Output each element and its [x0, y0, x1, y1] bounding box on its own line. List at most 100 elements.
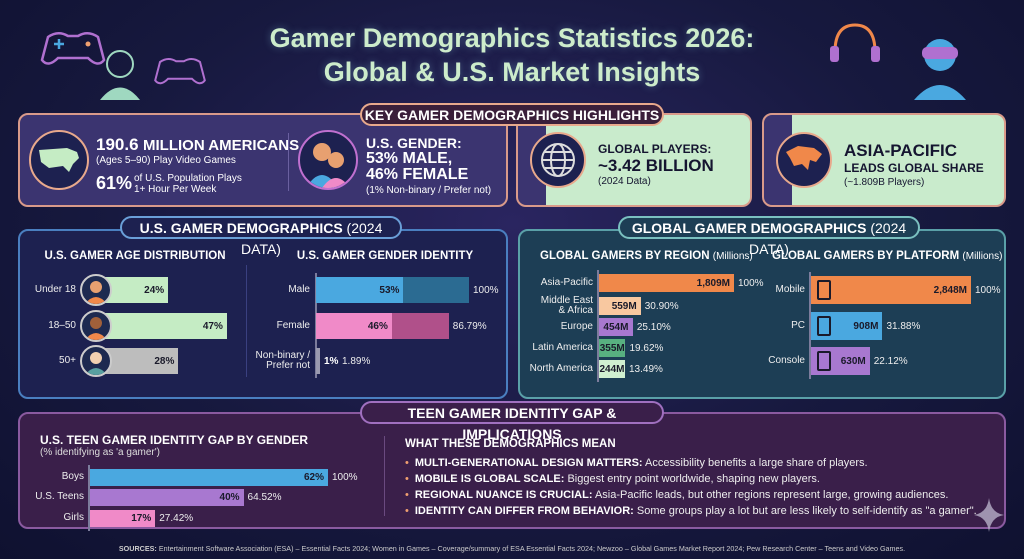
bullet-item: • IDENTITY CAN DIFFER FROM BEHAVIOR: Some…: [405, 505, 977, 517]
bar-category-label: Asia-Pacific: [540, 277, 593, 288]
global-section-title: GLOBAL GAMER DEMOGRAPHICS: [631, 220, 867, 236]
bullet-text: Accessibility benefits a large share of …: [645, 457, 868, 469]
bar-category-label: Mobile: [775, 284, 805, 295]
bar-value-label: 24%: [144, 284, 165, 296]
bar-value-label: 244M: [599, 363, 625, 375]
bar-relative-label: 31.88%: [886, 320, 921, 332]
teen-section-pill: TEEN GAMER IDENTITY GAP & IMPLICATIONS: [360, 401, 664, 442]
bar-category-label: Non-binary / Prefer not: [255, 350, 310, 371]
bar-relative-label: 1.89%: [342, 355, 371, 367]
bullet-item: • MOBILE IS GLOBAL SCALE: Biggest entry p…: [405, 473, 820, 485]
bar-value-label: 28%: [154, 355, 175, 367]
bar-value-label: 559M: [611, 300, 637, 312]
global-line-1: GLOBAL PLAYERS:: [598, 142, 712, 156]
platform-chart-title: GLOBAL GAMERS BY PLATFORM: [772, 250, 960, 262]
americans-number: 190.6: [96, 135, 139, 154]
vr-gamer-icon: [914, 39, 966, 100]
meaning-title: WHAT THESE DEMOGRAPHICS MEAN: [405, 438, 616, 450]
bar-value-label: 47%: [202, 320, 223, 332]
bar-category-label: Under 18: [34, 284, 76, 295]
desktop-pc-icon: [817, 316, 831, 336]
bar-category-label: Boys: [61, 471, 84, 482]
global-line-2: ~3.42 BILLION: [598, 156, 714, 175]
bar-category-label: Europe: [560, 321, 593, 332]
usa-map-icon: [29, 130, 89, 190]
chart-axis: [597, 270, 599, 382]
bar-category-label: Middle East & Africa: [540, 295, 593, 316]
bar-category-label: 50+: [59, 355, 76, 366]
global-section-pill: GLOBAL GAMER DEMOGRAPHICS (2024 DATA): [618, 216, 920, 257]
sources-label: SOURCES:: [118, 544, 157, 553]
americans-sub: (Ages 5–90) Play Video Games: [96, 155, 236, 166]
population-pct-text-2: 1+ Hour Per Week: [134, 184, 217, 195]
highlight-card-us: 190.6 MILLION AMERICANS (Ages 5–90) Play…: [18, 113, 508, 207]
divider: [246, 265, 247, 377]
global-section-year: (2024 DATA): [749, 220, 907, 257]
bullet-heading: MOBILE IS GLOBAL SCALE:: [414, 473, 565, 485]
bar-relative-label: 19.62%: [629, 342, 664, 354]
smartphone-icon: [817, 280, 831, 300]
us-section-pill: U.S. GAMER DEMOGRAPHICS (2024 DATA): [120, 216, 402, 257]
bar-relative-label: 100%: [738, 277, 764, 289]
gender-chart-title: U.S. GAMER GENDER IDENTITY: [296, 250, 474, 262]
bar-category-label: Console: [768, 355, 805, 366]
bar-category-label: Female: [276, 320, 310, 331]
bar-category-label: 18–50: [48, 320, 76, 331]
bullet-heading: MULTI-GENERATIONAL DESIGN MATTERS:: [414, 457, 643, 469]
gender-note: (1% Non-binary / Prefer not): [366, 185, 492, 196]
person-avatar-icon: [80, 274, 112, 306]
game-console-icon: [817, 351, 831, 371]
population-pct: 61%: [96, 173, 133, 193]
sources: SOURCES: Entertainment Software Associat…: [0, 544, 1024, 553]
bullet-text: Some groups play a lot but are less like…: [636, 505, 977, 517]
bar-relative-label: 64.52%: [247, 491, 282, 503]
global-note: (2024 Data): [598, 176, 651, 187]
bullet-text: Asia-Pacific leads, but other regions re…: [594, 489, 949, 501]
bar: 559M: [599, 297, 641, 315]
bar: 1,809M: [599, 274, 734, 292]
globe-icon: [530, 132, 586, 188]
region-chart-title: GLOBAL GAMERS BY REGION: [540, 250, 710, 262]
bar: 355M: [599, 339, 626, 357]
bar-relative-label: 30.90%: [644, 300, 679, 312]
bar-category-label: U.S. Teens: [35, 491, 84, 502]
highlights-pill: KEY GAMER DEMOGRAPHICS HIGHLIGHTS: [360, 103, 664, 126]
bar: 244M: [599, 360, 625, 378]
chart-axis: [88, 464, 90, 531]
gender-line-1: U.S. GENDER:: [366, 135, 462, 151]
bar-value-label: 46%: [367, 320, 388, 332]
bar-value-label: 2,848M: [933, 284, 967, 296]
person-avatar-icon: [80, 310, 112, 342]
bar-relative-label: 100%: [473, 284, 499, 296]
bar-relative-label: 100%: [332, 471, 358, 483]
bar-value-label: 62%: [303, 471, 324, 483]
asia-line-1: ASIA-PACIFIC: [844, 141, 958, 160]
bar: 908M: [811, 312, 883, 340]
chart-axis: [809, 272, 811, 379]
bar: 62%: [90, 468, 328, 486]
bar-value-label: 630M: [840, 355, 866, 367]
bar: 1%: [316, 348, 338, 374]
bar-value-label: 355M: [599, 342, 625, 354]
teen-chart-title: U.S. TEEN GAMER IDENTITY GAP BY GENDER: [40, 433, 309, 447]
bar: 53%: [316, 277, 404, 303]
gender-line-2: 53% MALE,: [366, 150, 453, 167]
bar-category-label: North America: [529, 363, 593, 374]
bar-value-label: 17%: [131, 512, 152, 524]
bar-value-label: 454M: [603, 321, 629, 333]
platform-chart-unit: (Millions): [962, 251, 1003, 262]
sources-text: Entertainment Software Association (ESA)…: [158, 544, 906, 553]
bar-relative-label: 86.79%: [452, 320, 487, 332]
bar-value-label: 1%: [324, 355, 339, 367]
us-section-year: (2024 DATA): [241, 220, 383, 257]
bar: 630M: [811, 347, 870, 375]
asia-line-2: LEADS GLOBAL SHARE: [844, 161, 984, 175]
asia-note: (~1.809B Players): [844, 177, 925, 188]
teen-chart-subtitle: (% identifying as 'a gamer'): [40, 447, 160, 458]
bar-relative-label: 25.10%: [636, 321, 671, 333]
page-title-line-2: Global & U.S. Market Insights: [323, 57, 701, 87]
bar-category-label: Girls: [63, 512, 84, 523]
population-pct-text-1: of U.S. Population Plays: [134, 173, 242, 184]
asia-map-icon: [776, 132, 832, 188]
person-avatar-icon: [80, 345, 112, 377]
